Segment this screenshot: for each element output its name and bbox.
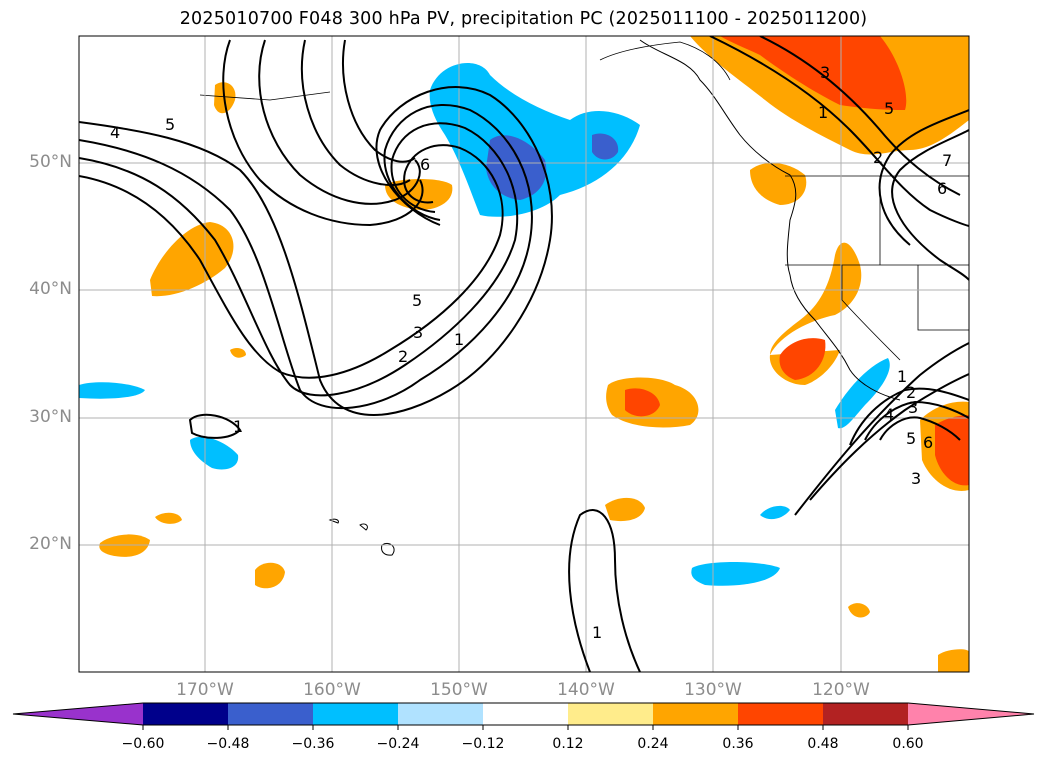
negative-precip-region [835,358,890,429]
contour-label: 4 [110,123,120,142]
contour-label: 5 [412,291,422,310]
contour-label: 7 [942,151,952,170]
colorbar-tick-label: 0.24 [637,736,669,752]
positive-precip-region [150,222,234,297]
colorbar-tick-label: 0.36 [722,736,754,752]
contour-label: 1 [818,103,828,122]
colorbar-tick-label: 0.60 [892,736,924,752]
lon-label: 170°W [176,680,234,700]
pv-contour-small [188,413,242,439]
negative-precip-region [592,133,619,160]
contour-label: 2 [398,347,408,366]
colorbar-tick-label: −0.12 [461,736,505,752]
contour-label: 5 [906,429,916,448]
contour-label: 5 [165,115,175,134]
lon-label: 150°W [430,680,488,700]
lon-label: 160°W [303,680,361,700]
contour-label: 2 [906,383,916,402]
contour-label: 6 [420,155,430,174]
colorbar-segment [823,703,908,725]
contour-label: 1 [897,367,907,386]
positive-precip-region [255,562,285,589]
contour-label: 1 [233,417,243,436]
contour-label: 5 [884,99,894,118]
colorbar-segment [313,703,398,725]
positive-precip-region [848,603,870,618]
colorbar-tick-label: −0.24 [376,736,420,752]
positive-precip-region [155,512,182,524]
negative-precip-region [79,382,145,399]
colorbar-segment [143,703,228,725]
colorbar [12,702,1035,730]
colorbar-extend-max [908,703,1034,725]
contour-label: 6 [923,433,933,452]
map-frame [78,35,970,673]
gridlines [79,36,969,672]
colorbar-tick-label: 0.12 [552,736,584,752]
positive-precip-region [385,178,453,210]
positive-precip-region [779,338,826,380]
contour-label: 6 [937,179,947,198]
colorbar-segment [568,703,653,725]
lat-label: 30°N [29,407,72,427]
negative-precip-region [190,436,239,470]
colorbar-segment [228,703,313,725]
pv-contours [79,36,969,672]
contour-label: 1 [592,623,602,642]
contour-label: 3 [908,398,918,417]
lat-label: 50°N [29,152,72,172]
lat-label: 20°N [29,534,72,554]
positive-precip-region [230,347,246,358]
positive-precip-region [938,649,969,672]
precip-shading [79,36,969,672]
positive-precip-region [625,388,660,417]
positive-precip-region [605,497,645,522]
positive-precip-region [750,162,807,205]
positive-precip-region [769,242,862,385]
negative-precip-region [760,505,790,520]
contour-label: 1 [454,330,464,349]
lon-label: 140°W [557,680,615,700]
colorbar-segment [738,703,823,725]
map-title: 2025010700 F048 300 hPa PV, precipitatio… [179,9,868,29]
lon-label: 130°W [684,680,742,700]
colorbar-tick-label: 0.48 [807,736,839,752]
contour-label: 2 [873,148,883,167]
colorbar-extend-min [13,703,143,725]
contour-label: 3 [820,63,830,82]
contour-label: 3 [911,469,921,488]
colorbar-segment [653,703,738,725]
positive-precip-region [935,415,969,486]
colorbar-tick-label: −0.36 [291,736,335,752]
negative-precip-region [691,562,780,586]
negative-precip-region [486,135,547,200]
positive-precip-region [99,534,150,557]
positive-precip-region [720,36,907,110]
lat-label: 40°N [29,279,72,299]
colorbar-segment [483,703,568,725]
colorbar-tick-label: −0.60 [121,736,165,752]
colorbar-tick-label: −0.48 [206,736,250,752]
contour-label: 3 [413,323,423,342]
negative-precip-region [429,63,640,217]
lon-label: 120°W [812,680,870,700]
colorbar-segment [398,703,483,725]
contour-label: 4 [884,405,894,424]
